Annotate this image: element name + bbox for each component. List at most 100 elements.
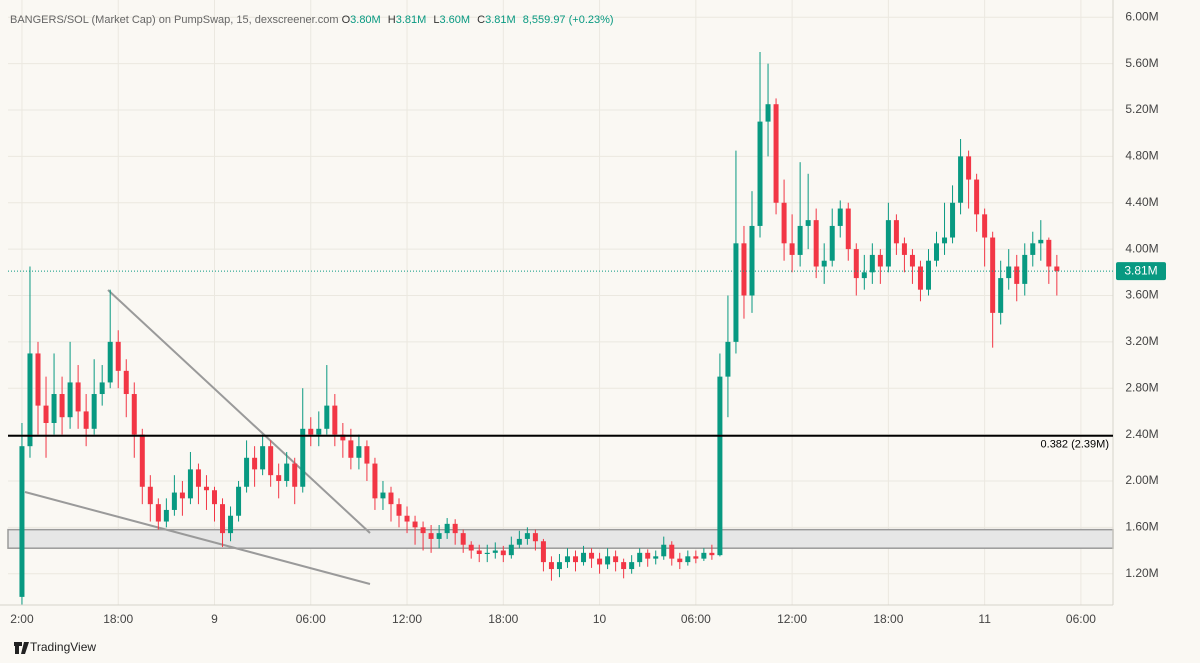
candle-body [669,544,675,559]
candle-body [1054,266,1060,272]
ohlc-value: 3.81M [485,14,516,26]
candle-body [308,428,314,435]
candle-body [797,225,803,255]
candle-body [548,562,554,570]
candle-body [131,394,137,435]
candle-body [725,341,731,377]
candle-body [340,434,346,441]
ohlc-value: 3.60M [439,14,471,26]
x-tick-label: 9 [211,612,218,626]
x-tick-label: 12:00 [392,612,422,626]
trend-line [107,289,371,534]
x-tick-label: 10 [593,612,607,626]
candle-body [837,208,843,226]
candle-body [19,446,25,597]
candle-body [917,266,923,290]
candle-body [356,446,362,458]
level-label: 0.382 (2.39M) [1041,439,1109,451]
candle-body [412,521,418,528]
ohlc-label: L [433,14,440,26]
candle-body [35,353,41,406]
y-tick-label: 1.60M [1125,520,1158,534]
candle-body [179,492,185,499]
brand: TradingView [30,640,96,654]
candle-body [51,394,57,424]
x-tick-label: 11 [978,612,991,626]
candle-body [292,463,298,487]
x-tick-label: 2:00 [10,612,34,626]
candle-body [91,394,97,429]
candle-body [741,243,747,296]
candle-body [284,463,290,481]
candle-body [147,486,153,505]
legend-header: BANGERS/SOL (Market Cap) on PumpSwap, 15… [10,14,618,26]
candle-body [476,550,482,554]
candle-body [107,341,113,383]
candle-body [187,469,193,499]
grid [7,0,1114,605]
candle-body [564,556,570,563]
trend-line [24,491,371,585]
candle-body [59,394,65,418]
candle-body [1006,266,1012,279]
candle-body [444,523,450,534]
candle-body [139,434,145,487]
candle-body [966,156,972,180]
candle-body [83,411,89,429]
y-tick-label: 4.00M [1125,241,1158,255]
y-tick-label: 2.00M [1125,473,1158,487]
chart-title: BANGERS/SOL (Market Cap) on PumpSwap, 15… [10,14,339,26]
candle-body [934,243,940,261]
candle-body [821,260,827,267]
last-price-box [1116,262,1166,281]
y-tick-label: 2.80M [1125,380,1158,394]
candle-body [813,220,819,267]
candle-body [300,428,306,487]
candle-body [484,552,490,554]
candle-body [260,446,266,470]
candle-body [701,552,707,559]
candle-body [316,428,322,435]
candle-body [388,492,394,505]
x-tick-label: 06:00 [681,612,711,626]
candle-body [556,562,562,570]
candle-body [869,254,875,273]
candle-body [909,254,915,267]
y-tick-label: 3.60M [1125,288,1158,302]
candle-body [1046,239,1052,267]
candle-body [717,376,723,556]
last-price-label: 3.81M [1124,263,1157,277]
candle-body [27,353,33,447]
candle-body [765,104,771,122]
candle-body [220,504,226,534]
candle-body [508,544,514,556]
candle-body [885,220,891,267]
candle-body [404,515,410,522]
ohlc-value: 3.81M [395,14,427,26]
candle-body [67,382,73,418]
x-tick-label: 06:00 [1066,612,1096,626]
candle-body [99,382,105,395]
candle-body [653,556,659,559]
candle-body [460,533,466,545]
candle-body [500,550,506,556]
y-tick-label: 4.80M [1125,149,1158,163]
ohlc-label: C [477,14,486,26]
x-tick-label: 12:00 [777,612,807,626]
candle-body [1030,243,1036,255]
y-tick-label: 5.20M [1125,102,1158,116]
ohlc-value: 3.80M [350,14,381,26]
candle-body [372,463,378,499]
candle-body [805,220,811,226]
candle-body [524,533,530,539]
candle-body [492,550,498,553]
candles [19,52,1060,605]
candle-body [276,475,282,481]
candle-body [845,208,851,250]
candle-body [877,254,883,267]
candle-body [452,523,458,534]
y-tick-label: 1.20M [1125,566,1158,580]
candle-body [420,527,426,534]
candle-body [581,552,587,563]
